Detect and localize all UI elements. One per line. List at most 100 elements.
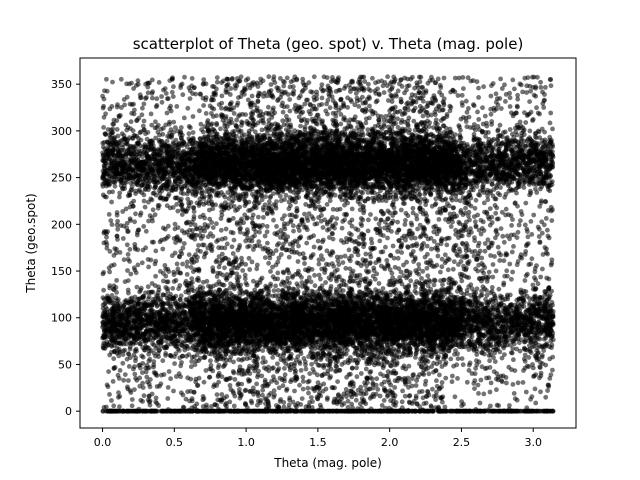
data-point (548, 83, 554, 89)
data-point (164, 110, 170, 116)
data-point (450, 373, 455, 379)
data-point (538, 79, 543, 85)
data-point (296, 114, 302, 120)
data-point (101, 125, 106, 130)
data-point (284, 113, 289, 119)
data-point (407, 127, 412, 133)
data-point (384, 258, 390, 263)
data-point (153, 135, 159, 141)
data-point (184, 263, 190, 269)
data-point (298, 123, 303, 129)
data-point (251, 278, 256, 284)
data-point (403, 237, 408, 243)
data-point (474, 286, 480, 292)
data-point (335, 267, 340, 273)
data-point (481, 200, 487, 206)
data-point (406, 379, 412, 385)
data-point (163, 91, 169, 96)
data-point (539, 230, 545, 236)
data-point (514, 235, 520, 241)
data-point (346, 247, 352, 253)
data-point (324, 248, 330, 254)
data-point (385, 393, 390, 399)
data-point (107, 283, 113, 289)
data-point (496, 286, 502, 292)
data-point (153, 248, 159, 254)
data-point (503, 99, 508, 104)
data-point (442, 252, 448, 258)
data-point (259, 197, 265, 203)
data-point (135, 78, 141, 84)
data-point (307, 371, 313, 376)
data-point (278, 76, 283, 81)
data-point (148, 111, 154, 117)
data-point (156, 80, 162, 85)
data-point (166, 369, 172, 374)
data-point (463, 98, 469, 104)
data-point (141, 118, 147, 124)
data-point (330, 236, 336, 242)
data-point (264, 224, 270, 229)
data-point (218, 126, 223, 132)
data-point (195, 383, 200, 388)
data-point (495, 244, 501, 250)
data-point (395, 255, 401, 261)
data-point (308, 395, 314, 400)
data-point (510, 269, 515, 275)
data-point (135, 262, 141, 268)
data-point (203, 111, 209, 116)
data-point (528, 219, 534, 224)
data-point (287, 108, 293, 114)
data-point (114, 126, 120, 132)
data-point (392, 385, 398, 390)
data-point (184, 272, 190, 277)
data-point (201, 77, 207, 82)
data-point (514, 190, 519, 196)
data-point (482, 241, 488, 246)
data-point (152, 212, 158, 218)
data-point (461, 86, 466, 91)
data-point (283, 192, 289, 198)
data-points (100, 74, 556, 414)
chart-title: scatterplot of Theta (geo. spot) v. Thet… (133, 35, 524, 53)
data-point (127, 259, 132, 264)
data-point (522, 278, 528, 283)
data-point (228, 281, 234, 287)
data-point (389, 99, 395, 104)
data-point (306, 211, 312, 217)
data-point (538, 274, 544, 280)
data-point (368, 88, 373, 94)
data-point (110, 379, 116, 384)
data-point (543, 85, 548, 90)
data-point (150, 95, 155, 101)
data-point (141, 224, 147, 229)
data-point (399, 399, 405, 405)
data-point (178, 297, 183, 303)
data-point (214, 221, 219, 227)
data-point (550, 367, 555, 373)
data-point (266, 111, 272, 117)
data-point (306, 275, 312, 280)
data-point (129, 397, 135, 402)
data-point (160, 246, 166, 252)
data-point (273, 283, 278, 289)
data-point (118, 76, 124, 82)
data-point (186, 252, 192, 258)
data-point (345, 398, 351, 404)
data-point (354, 365, 359, 371)
data-point (367, 103, 372, 109)
data-point (535, 110, 541, 116)
data-point (327, 198, 333, 204)
data-point (366, 81, 371, 87)
data-point (531, 212, 537, 218)
data-point (194, 258, 200, 264)
data-point (442, 404, 448, 410)
data-point (324, 101, 329, 107)
data-point (114, 290, 119, 295)
data-point (335, 379, 340, 384)
data-point (296, 243, 301, 249)
data-point (165, 396, 171, 401)
data-point (338, 121, 344, 127)
data-point (201, 254, 207, 260)
